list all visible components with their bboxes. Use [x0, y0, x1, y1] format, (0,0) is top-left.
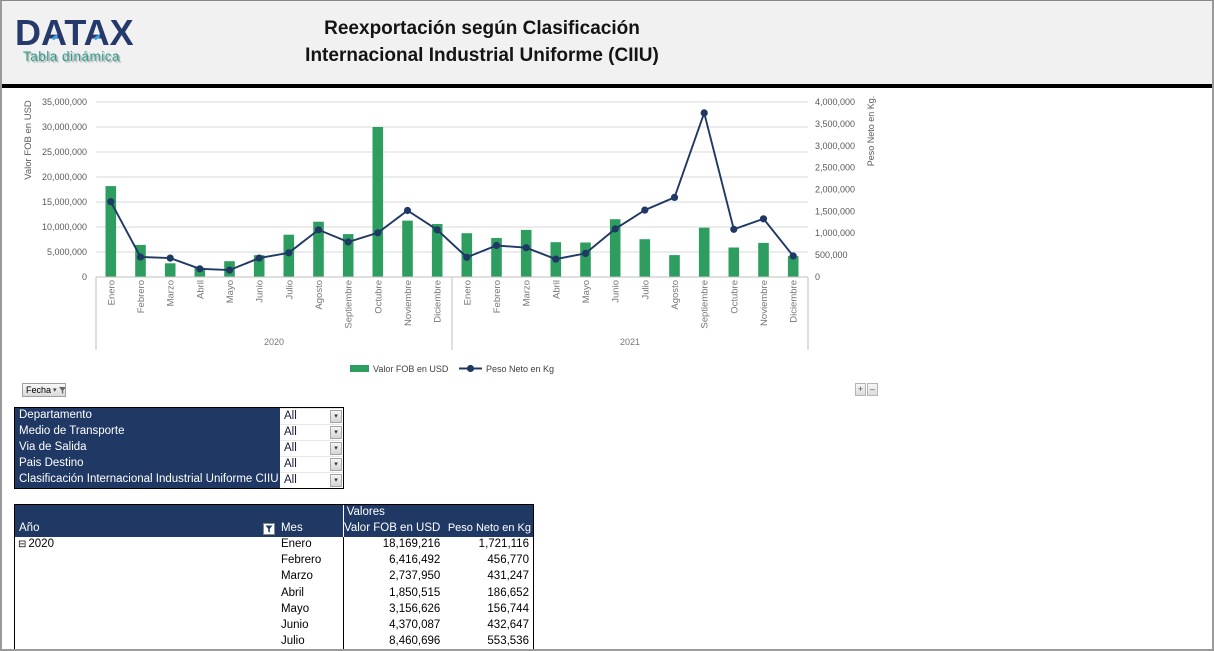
svg-text:4,000,000: 4,000,000 — [815, 97, 855, 107]
svg-text:Noviembre: Noviembre — [403, 280, 414, 326]
svg-text:Marzo: Marzo — [166, 280, 177, 306]
svg-text:Enero: Enero — [462, 280, 473, 305]
svg-text:Febrero: Febrero — [492, 280, 503, 313]
svg-text:500,000: 500,000 — [815, 250, 848, 260]
svg-text:Mayo: Mayo — [225, 280, 236, 303]
svg-text:Julio: Julio — [284, 280, 295, 300]
svg-text:Diciembre: Diciembre — [789, 280, 800, 323]
svg-text:Diciembre: Diciembre — [433, 280, 444, 323]
svg-text:25,000,000: 25,000,000 — [42, 147, 87, 157]
svg-text:1,500,000: 1,500,000 — [815, 206, 855, 216]
svg-text:Abril: Abril — [551, 280, 562, 299]
svg-text:Septiembre: Septiembre — [700, 280, 711, 329]
svg-text:Noviembre: Noviembre — [759, 280, 770, 326]
svg-text:Agosto: Agosto — [670, 280, 681, 310]
svg-text:1,000,000: 1,000,000 — [815, 228, 855, 238]
svg-text:Valor FOB en USD: Valor FOB en USD — [373, 364, 449, 374]
svg-text:10,000,000: 10,000,000 — [42, 222, 87, 232]
svg-text:Marzo: Marzo — [522, 280, 533, 306]
svg-text:Junio: Junio — [611, 280, 622, 303]
svg-text:Julio: Julio — [640, 280, 651, 300]
svg-text:Peso Neto en Kg.: Peso Neto en Kg. — [866, 96, 876, 167]
svg-text:Septiembre: Septiembre — [344, 280, 355, 329]
svg-text:15,000,000: 15,000,000 — [42, 197, 87, 207]
svg-text:Octubre: Octubre — [373, 280, 384, 314]
svg-text:Febrero: Febrero — [136, 280, 147, 313]
svg-text:Octubre: Octubre — [729, 280, 740, 314]
svg-text:5,000,000: 5,000,000 — [47, 247, 87, 257]
svg-text:Peso Neto en Kg: Peso Neto en Kg — [486, 364, 554, 374]
svg-text:2,500,000: 2,500,000 — [815, 163, 855, 173]
svg-text:20,000,000: 20,000,000 — [42, 172, 87, 182]
svg-text:Abril: Abril — [195, 280, 206, 299]
svg-text:Junio: Junio — [255, 280, 266, 303]
svg-text:Mayo: Mayo — [581, 280, 592, 303]
svg-text:3,000,000: 3,000,000 — [815, 141, 855, 151]
svg-text:35,000,000: 35,000,000 — [42, 97, 87, 107]
svg-text:0: 0 — [815, 272, 820, 282]
svg-text:2020: 2020 — [264, 337, 284, 347]
svg-text:Enero: Enero — [106, 280, 117, 305]
svg-text:Valor FOB en USD: Valor FOB en USD — [23, 100, 34, 180]
svg-text:Agosto: Agosto — [314, 280, 325, 310]
svg-text:2021: 2021 — [620, 337, 640, 347]
svg-text:0: 0 — [82, 272, 87, 282]
svg-text:3,500,000: 3,500,000 — [815, 119, 855, 129]
svg-text:2,000,000: 2,000,000 — [815, 185, 855, 195]
svg-text:30,000,000: 30,000,000 — [42, 122, 87, 132]
